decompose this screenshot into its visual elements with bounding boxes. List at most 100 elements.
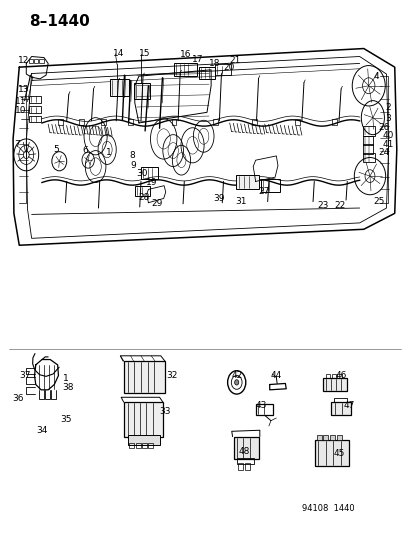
Text: 47: 47 <box>343 401 354 410</box>
Bar <box>101 119 106 125</box>
Text: 17: 17 <box>192 55 203 63</box>
Bar <box>337 374 341 378</box>
Text: 2: 2 <box>385 102 390 111</box>
Text: 45: 45 <box>332 449 344 458</box>
Bar <box>255 403 272 415</box>
Text: 33: 33 <box>159 407 170 416</box>
Bar <box>314 440 348 466</box>
Text: 46: 46 <box>335 371 346 380</box>
Bar <box>336 435 341 440</box>
Bar <box>236 458 254 464</box>
Bar <box>34 59 38 63</box>
Bar <box>362 136 373 146</box>
Bar <box>260 179 280 192</box>
Text: 29: 29 <box>151 199 162 208</box>
Text: 21: 21 <box>228 56 240 64</box>
Text: 27: 27 <box>258 187 269 196</box>
Text: 11: 11 <box>15 97 26 106</box>
Bar <box>362 126 374 136</box>
Text: 41: 41 <box>382 140 393 149</box>
Text: 1: 1 <box>63 374 69 383</box>
Bar <box>123 402 162 437</box>
Bar <box>323 435 328 440</box>
Text: 24: 24 <box>377 148 388 157</box>
Bar <box>331 374 335 378</box>
Bar <box>362 153 374 163</box>
Text: 22: 22 <box>333 201 345 210</box>
Bar <box>325 374 329 378</box>
Text: 26: 26 <box>377 123 388 132</box>
Bar <box>128 119 133 125</box>
Bar <box>110 79 128 96</box>
Bar <box>39 59 43 63</box>
Text: 3: 3 <box>385 114 390 123</box>
Bar <box>215 64 230 75</box>
Text: 30: 30 <box>136 169 147 178</box>
Text: 44: 44 <box>270 371 281 380</box>
Text: 19: 19 <box>145 178 157 187</box>
Text: 18: 18 <box>208 59 220 68</box>
Text: 10: 10 <box>15 106 26 115</box>
Bar <box>28 59 33 63</box>
Bar <box>212 119 217 125</box>
Bar <box>235 174 258 189</box>
Bar <box>244 463 249 470</box>
Bar <box>330 402 350 415</box>
Text: 6: 6 <box>82 146 88 155</box>
Text: 16: 16 <box>179 51 191 59</box>
Text: 34: 34 <box>36 426 47 435</box>
Bar <box>142 443 146 448</box>
Bar <box>233 437 258 459</box>
Bar <box>135 443 140 448</box>
Bar <box>58 119 63 125</box>
Bar <box>133 83 150 99</box>
Text: 31: 31 <box>235 197 247 206</box>
Bar <box>294 119 299 125</box>
Text: 32: 32 <box>166 371 177 380</box>
Bar <box>135 185 150 196</box>
Text: 1: 1 <box>106 148 112 157</box>
Text: 39: 39 <box>213 194 225 203</box>
Bar <box>123 361 164 393</box>
Text: 13: 13 <box>18 85 29 94</box>
Ellipse shape <box>234 379 238 385</box>
Text: 42: 42 <box>230 371 242 380</box>
Text: 36: 36 <box>12 394 24 403</box>
Bar <box>316 435 321 440</box>
Text: 40: 40 <box>382 131 393 140</box>
Bar <box>147 443 152 448</box>
Bar <box>332 119 337 125</box>
Bar <box>171 119 176 125</box>
Bar <box>28 116 41 123</box>
Bar <box>362 144 373 154</box>
Bar <box>323 378 347 391</box>
Text: 43: 43 <box>255 401 266 410</box>
Text: 28: 28 <box>138 193 150 202</box>
Text: 14: 14 <box>112 50 123 58</box>
Text: 8: 8 <box>129 151 135 160</box>
Text: 15: 15 <box>138 50 150 58</box>
Text: 48: 48 <box>238 447 249 456</box>
Text: 38: 38 <box>62 383 73 392</box>
Text: 8–1440: 8–1440 <box>29 14 90 29</box>
Text: 9: 9 <box>131 161 136 170</box>
Bar <box>128 435 159 445</box>
Text: 5: 5 <box>53 145 59 154</box>
Text: 20: 20 <box>223 63 234 72</box>
Text: 37: 37 <box>20 371 31 380</box>
Text: 4: 4 <box>373 71 378 80</box>
Text: 12: 12 <box>18 56 29 64</box>
Text: 7: 7 <box>14 140 20 149</box>
Bar <box>252 119 256 125</box>
Text: 35: 35 <box>60 415 71 424</box>
Bar <box>141 167 158 179</box>
Bar <box>28 107 41 114</box>
Bar <box>173 63 196 76</box>
Bar <box>238 463 243 470</box>
Bar <box>78 119 83 125</box>
Bar <box>198 67 215 79</box>
Bar <box>28 96 41 103</box>
Bar <box>129 443 134 448</box>
Text: 25: 25 <box>373 197 384 206</box>
Text: 23: 23 <box>317 201 328 210</box>
